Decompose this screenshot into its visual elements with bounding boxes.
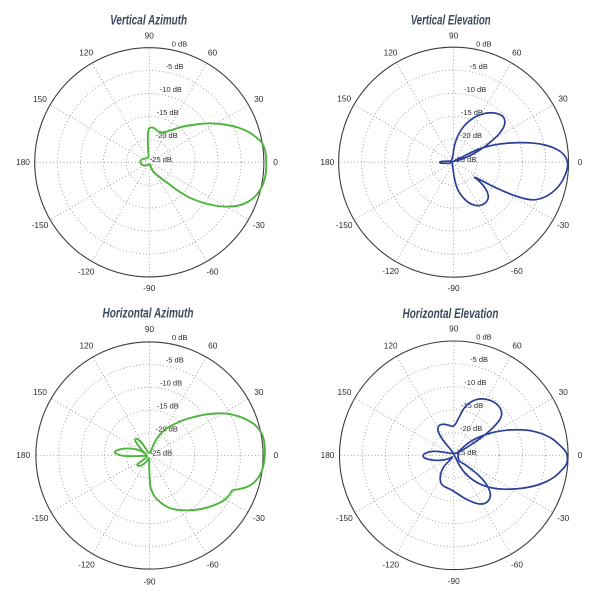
svg-text:150: 150 [337, 387, 351, 397]
svg-text:30: 30 [559, 387, 569, 397]
svg-text:-25 dB: -25 dB [150, 155, 172, 164]
svg-text:-30: -30 [557, 220, 569, 230]
svg-text:-10 dB: -10 dB [160, 85, 182, 94]
svg-text:30: 30 [558, 94, 568, 104]
svg-text:30: 30 [254, 387, 264, 397]
svg-text:-10 dB: -10 dB [464, 378, 486, 387]
svg-text:-10 dB: -10 dB [464, 85, 486, 94]
svg-text:60: 60 [208, 48, 218, 58]
svg-text:-120: -120 [78, 266, 95, 276]
svg-text:0: 0 [578, 157, 583, 167]
svg-text:0: 0 [273, 157, 278, 167]
svg-text:60: 60 [208, 341, 218, 351]
svg-text:90: 90 [145, 324, 155, 334]
svg-text:0 dB: 0 dB [172, 333, 187, 342]
svg-text:-20 dB: -20 dB [460, 424, 482, 433]
svg-text:-90: -90 [143, 283, 155, 293]
svg-text:60: 60 [512, 47, 522, 57]
svg-text:Vertical Azimuth: Vertical Azimuth [110, 11, 187, 27]
svg-text:-150: -150 [336, 220, 353, 230]
svg-text:-30: -30 [253, 513, 265, 523]
svg-text:-20 dB: -20 dB [156, 131, 178, 140]
svg-text:150: 150 [33, 94, 47, 104]
svg-text:60: 60 [512, 341, 522, 351]
svg-text:Horizontal Elevation: Horizontal Elevation [403, 305, 499, 321]
svg-text:-20 dB: -20 dB [460, 131, 482, 140]
svg-text:-90: -90 [448, 576, 460, 586]
svg-text:-25 dB: -25 dB [454, 155, 476, 164]
svg-text:0: 0 [578, 450, 583, 460]
svg-text:90: 90 [449, 31, 459, 41]
svg-text:-15 dB: -15 dB [157, 108, 179, 117]
svg-text:180: 180 [320, 157, 334, 167]
svg-text:150: 150 [337, 94, 351, 104]
svg-text:180: 180 [321, 450, 335, 460]
svg-text:-15 dB: -15 dB [461, 401, 483, 410]
svg-text:180: 180 [16, 450, 30, 460]
svg-text:0 dB: 0 dB [476, 333, 491, 342]
svg-text:90: 90 [145, 31, 155, 41]
svg-text:120: 120 [384, 341, 398, 351]
svg-text:-120: -120 [382, 266, 399, 276]
svg-text:150: 150 [33, 387, 47, 397]
svg-text:-150: -150 [336, 513, 353, 523]
svg-text:-150: -150 [32, 220, 49, 230]
svg-text:-5 dB: -5 dB [166, 355, 184, 364]
svg-text:30: 30 [254, 94, 264, 104]
svg-text:90: 90 [449, 324, 459, 334]
svg-text:-90: -90 [448, 283, 460, 293]
svg-text:-5 dB: -5 dB [166, 62, 184, 71]
svg-text:-5 dB: -5 dB [470, 355, 488, 364]
svg-text:-60: -60 [207, 266, 219, 276]
svg-text:0 dB: 0 dB [476, 40, 491, 49]
svg-text:120: 120 [384, 47, 398, 57]
svg-text:-25 dB: -25 dB [150, 448, 172, 457]
svg-text:-60: -60 [511, 559, 523, 569]
svg-text:-15 dB: -15 dB [461, 108, 483, 117]
svg-text:-150: -150 [32, 513, 49, 523]
svg-text:0 dB: 0 dB [172, 40, 187, 49]
svg-text:Horizontal Azimuth: Horizontal Azimuth [103, 304, 194, 320]
svg-text:-120: -120 [382, 559, 399, 569]
svg-text:-120: -120 [78, 560, 95, 570]
svg-text:0: 0 [273, 450, 278, 460]
svg-text:Vertical Elevation: Vertical Elevation [411, 12, 491, 28]
svg-text:-25 dB: -25 dB [454, 448, 476, 457]
svg-text:-15 dB: -15 dB [157, 401, 179, 410]
svg-text:-30: -30 [557, 513, 569, 523]
svg-text:120: 120 [79, 341, 93, 351]
svg-text:180: 180 [16, 157, 30, 167]
svg-text:-5 dB: -5 dB [470, 62, 488, 71]
svg-text:-60: -60 [511, 266, 523, 276]
svg-text:-30: -30 [253, 220, 265, 230]
svg-text:120: 120 [79, 48, 93, 58]
svg-text:-60: -60 [207, 560, 219, 570]
svg-text:-10 dB: -10 dB [160, 378, 182, 387]
svg-text:-90: -90 [144, 576, 156, 586]
